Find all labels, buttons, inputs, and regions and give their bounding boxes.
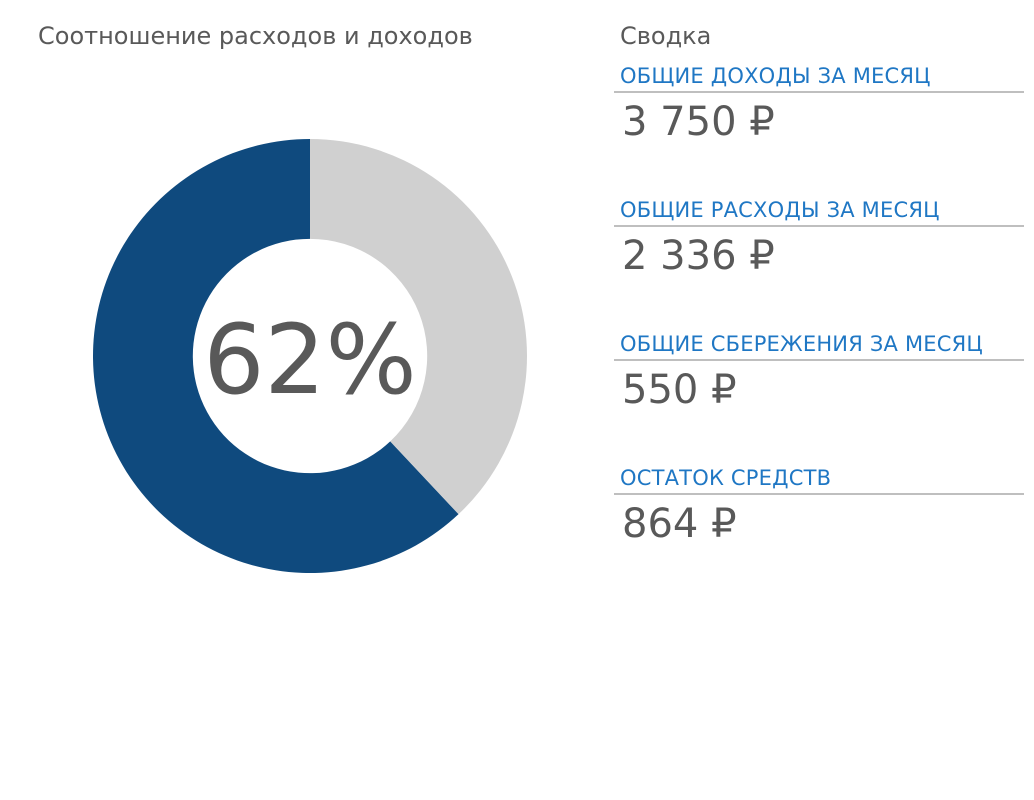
summary-item-label: ОБЩИЕ ДОХОДЫ ЗА МЕСЯЦ bbox=[614, 64, 1024, 93]
donut-center-label: 62% bbox=[203, 304, 416, 416]
summary-item-value: 3 750 ₽ bbox=[622, 99, 775, 145]
donut-slice-0 bbox=[93, 139, 459, 573]
summary-item-income: ОБЩИЕ ДОХОДЫ ЗА МЕСЯЦ 3 750 ₽ bbox=[614, 64, 1024, 198]
summary-item-value: 2 336 ₽ bbox=[622, 233, 775, 279]
donut-chart: 62% bbox=[93, 139, 528, 573]
summary-item-balance: ОСТАТОК СРЕДСТВ 864 ₽ bbox=[614, 466, 1024, 600]
chart-title: Соотношение расходов и доходов bbox=[38, 22, 473, 50]
summary-list: ОБЩИЕ ДОХОДЫ ЗА МЕСЯЦ 3 750 ₽ ОБЩИЕ РАСХ… bbox=[614, 64, 1024, 600]
summary-item-label: ОБЩИЕ СБЕРЕЖЕНИЯ ЗА МЕСЯЦ bbox=[614, 332, 1024, 361]
summary-item-savings: ОБЩИЕ СБЕРЕЖЕНИЯ ЗА МЕСЯЦ 550 ₽ bbox=[614, 332, 1024, 466]
summary-item-value: 550 ₽ bbox=[622, 367, 737, 413]
donut-slices bbox=[93, 139, 528, 573]
donut-slice-1 bbox=[310, 139, 528, 515]
summary-title: Сводка bbox=[620, 22, 712, 50]
summary-item-expenses: ОБЩИЕ РАСХОДЫ ЗА МЕСЯЦ 2 336 ₽ bbox=[614, 198, 1024, 332]
summary-item-value: 864 ₽ bbox=[622, 501, 737, 547]
summary-item-label: ОБЩИЕ РАСХОДЫ ЗА МЕСЯЦ bbox=[614, 198, 1024, 227]
summary-item-label: ОСТАТОК СРЕДСТВ bbox=[614, 466, 1024, 495]
